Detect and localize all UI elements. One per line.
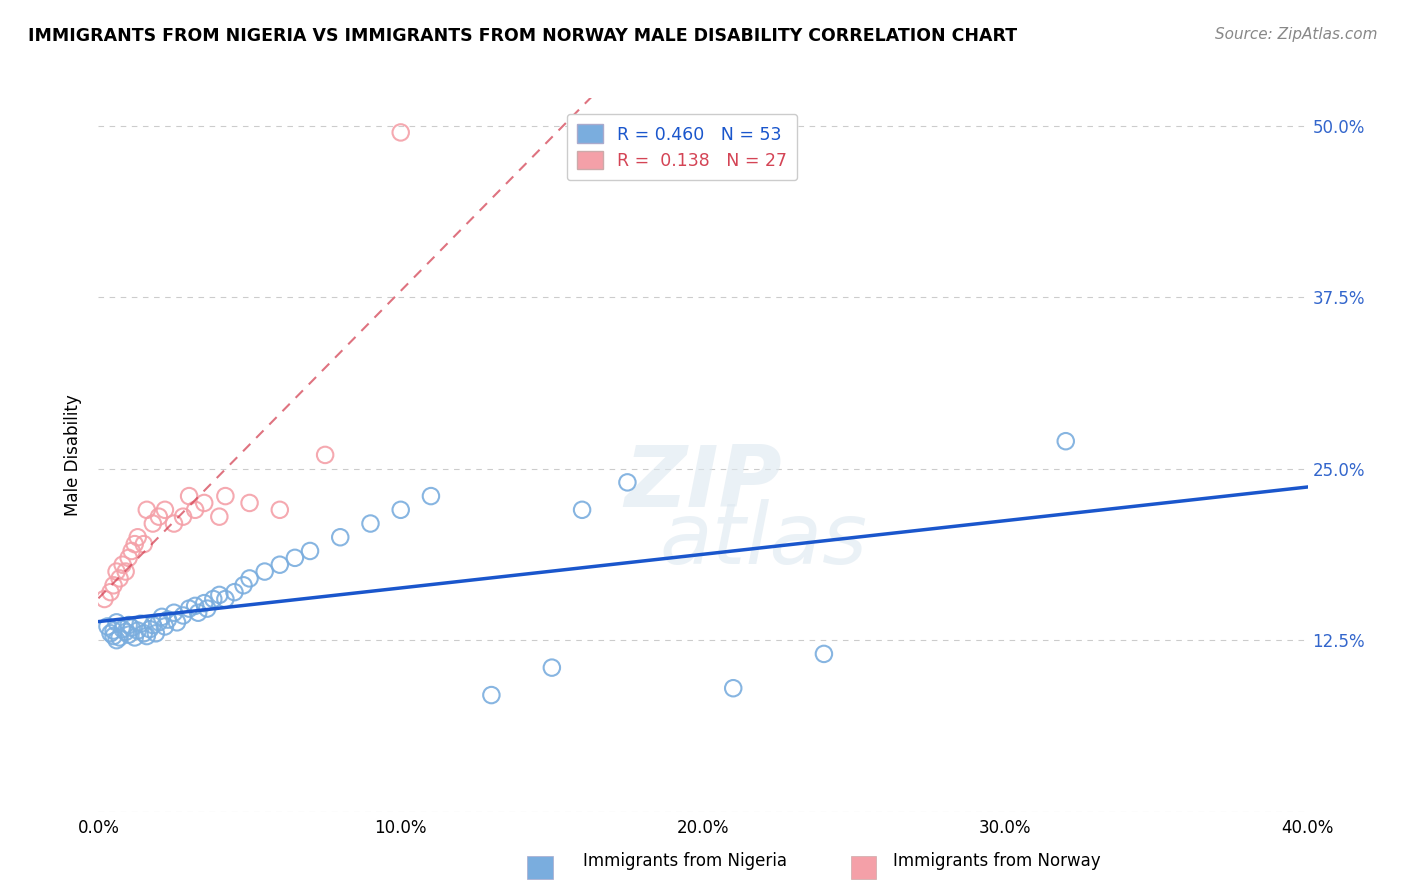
Text: ZIP: ZIP: [624, 442, 782, 525]
Point: [329, 530, 352, 544]
Point: [100, 585, 122, 599]
Point: [269, 503, 291, 517]
Point: [121, 544, 143, 558]
Point: [142, 618, 165, 632]
Point: [420, 489, 443, 503]
Point: [111, 558, 134, 572]
Point: [108, 631, 131, 645]
Point: [103, 624, 125, 638]
Point: [193, 496, 215, 510]
Point: [389, 125, 412, 139]
Point: [540, 660, 562, 674]
Point: [214, 489, 236, 503]
Point: [103, 629, 125, 643]
Point: [202, 592, 225, 607]
Point: [314, 448, 336, 462]
Point: [145, 626, 167, 640]
Point: [208, 588, 231, 602]
Point: [166, 615, 188, 630]
Point: [184, 599, 207, 613]
Point: [124, 631, 146, 645]
Point: [156, 613, 179, 627]
Point: [208, 509, 231, 524]
Point: [723, 681, 745, 696]
Point: [148, 615, 170, 630]
Point: [172, 608, 194, 623]
Text: IMMIGRANTS FROM NIGERIA VS IMMIGRANTS FROM NORWAY MALE DISABILITY CORRELATION CH: IMMIGRANTS FROM NIGERIA VS IMMIGRANTS FR…: [28, 27, 1018, 45]
Point: [135, 503, 157, 517]
Point: [253, 565, 276, 579]
Point: [193, 596, 215, 610]
Point: [111, 622, 134, 636]
Text: Source: ZipAtlas.com: Source: ZipAtlas.com: [1215, 27, 1378, 42]
Point: [105, 633, 128, 648]
Point: [232, 578, 254, 592]
Point: [813, 647, 835, 661]
Point: [389, 503, 412, 517]
Text: atlas: atlas: [659, 499, 868, 582]
Point: [127, 530, 149, 544]
Point: [108, 571, 131, 585]
Point: [142, 516, 165, 531]
Y-axis label: Male Disability: Male Disability: [65, 394, 83, 516]
Point: [214, 592, 236, 607]
Point: [163, 516, 186, 531]
Point: [571, 503, 593, 517]
Point: [148, 509, 170, 524]
Point: [150, 610, 173, 624]
Point: [187, 606, 209, 620]
Point: [224, 585, 246, 599]
Point: [269, 558, 291, 572]
Point: [481, 688, 503, 702]
Point: [153, 619, 176, 633]
Point: [132, 537, 155, 551]
Point: [114, 565, 136, 579]
Point: [124, 537, 146, 551]
Point: [96, 619, 118, 633]
Text: Immigrants from Norway: Immigrants from Norway: [872, 852, 1101, 870]
Point: [153, 503, 176, 517]
Point: [118, 550, 141, 565]
Point: [616, 475, 638, 490]
Point: [179, 489, 201, 503]
Point: [239, 571, 262, 585]
Point: [114, 624, 136, 639]
Point: [284, 550, 307, 565]
Point: [184, 503, 207, 517]
Point: [239, 496, 262, 510]
Point: [118, 618, 141, 632]
Point: [172, 509, 194, 524]
Point: [118, 628, 141, 642]
Text: Immigrants from Nigeria: Immigrants from Nigeria: [562, 852, 787, 870]
Point: [121, 621, 143, 635]
Point: [179, 601, 201, 615]
Point: [1054, 434, 1077, 449]
Point: [135, 629, 157, 643]
Point: [100, 626, 122, 640]
Point: [360, 516, 382, 531]
Point: [93, 592, 115, 607]
Point: [139, 622, 162, 636]
Point: [195, 601, 218, 615]
Point: [105, 565, 128, 579]
Point: [163, 606, 186, 620]
Point: [299, 544, 322, 558]
Point: [132, 626, 155, 640]
Point: [103, 578, 125, 592]
Point: [105, 615, 128, 630]
Point: [127, 624, 149, 638]
Point: [129, 616, 152, 631]
Legend: R = 0.460   N = 53, R =  0.138   N = 27: R = 0.460 N = 53, R = 0.138 N = 27: [567, 114, 797, 180]
